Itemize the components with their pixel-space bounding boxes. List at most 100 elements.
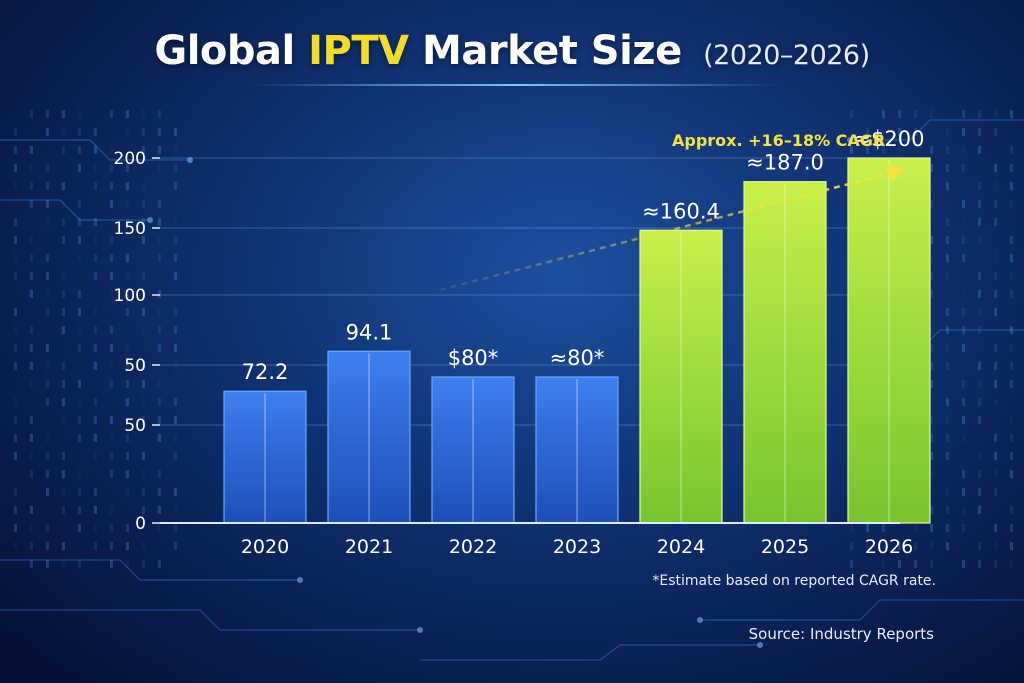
data-stream-dot	[1010, 470, 1013, 478]
data-stream-dot	[850, 542, 853, 550]
data-stream-dot	[914, 128, 917, 136]
circuit-node	[757, 642, 763, 648]
data-stream-dot	[1010, 146, 1013, 154]
data-stream-dot	[174, 416, 177, 424]
data-stream-dot	[962, 146, 965, 154]
data-stream-dot	[78, 344, 81, 352]
data-stream-dot	[174, 434, 177, 442]
data-stream-dot	[62, 308, 65, 316]
data-stream-dot	[94, 506, 97, 514]
data-stream-dot	[978, 218, 981, 226]
data-stream-dot	[14, 128, 17, 136]
data-stream-dot	[78, 218, 81, 226]
data-stream-dot	[978, 560, 981, 568]
data-stream-dot	[110, 326, 113, 334]
data-stream-dot	[14, 308, 17, 316]
data-stream-dot	[78, 164, 81, 172]
data-stream-dot	[62, 452, 65, 460]
x-tick-label: 2022	[449, 536, 497, 558]
data-stream-dot	[898, 542, 901, 550]
data-stream-dot	[930, 200, 933, 208]
data-stream-dot	[126, 362, 129, 370]
data-stream-dot	[1010, 452, 1013, 460]
data-stream-dot	[126, 164, 129, 172]
data-stream-dot	[158, 110, 161, 118]
data-stream-dot	[930, 110, 933, 118]
data-stream-dot	[30, 434, 33, 442]
data-stream-dot	[14, 236, 17, 244]
data-stream-dot	[94, 128, 97, 136]
data-stream-dot	[946, 362, 949, 370]
data-stream-dot	[914, 524, 917, 532]
data-stream-dot	[914, 110, 917, 118]
data-stream-dot	[1010, 506, 1013, 514]
data-stream-dot	[158, 254, 161, 262]
bar-2023	[535, 376, 619, 524]
data-stream-dot	[994, 128, 997, 136]
data-stream-dot	[62, 200, 65, 208]
source-note: Source: Industry Reports	[748, 625, 934, 643]
cagr-arrow-head	[885, 165, 905, 182]
data-stream-dot	[142, 182, 145, 190]
data-stream-dot	[158, 308, 161, 316]
x-tick-label: 2025	[761, 536, 809, 558]
data-stream-dot	[94, 236, 97, 244]
data-stream-dot	[142, 128, 145, 136]
data-stream-dot	[142, 362, 145, 370]
circuit-trace	[0, 199, 150, 221]
x-tick-label: 2023	[553, 536, 601, 558]
data-stream-dot	[14, 182, 17, 190]
data-stream-dot	[46, 182, 49, 190]
data-stream-dot	[994, 110, 997, 118]
circuit-trace	[0, 609, 420, 631]
data-labels: 72.2 94.1 $80* ≈80* ≈160.4 ≈187.0 ≈$200	[242, 127, 925, 384]
data-stream-dot	[978, 308, 981, 316]
data-stream-dot	[962, 416, 965, 424]
cagr-annotation: Approx. +16–18% CAGR	[439, 131, 905, 292]
data-label-2024: ≈160.4	[642, 199, 720, 223]
data-stream-dot	[30, 344, 33, 352]
data-stream-dot	[126, 218, 129, 226]
data-stream-dot	[30, 272, 33, 280]
data-stream-dot	[62, 416, 65, 424]
data-stream-dot	[14, 434, 17, 442]
data-stream-dot	[110, 362, 113, 370]
data-stream-dot	[994, 344, 997, 352]
circuit-node	[697, 617, 703, 623]
data-stream-dot	[978, 272, 981, 280]
data-stream-dot	[962, 308, 965, 316]
data-stream-dot	[110, 290, 113, 298]
data-stream-dot	[946, 254, 949, 262]
data-stream-dot	[46, 452, 49, 460]
data-stream-dot	[14, 452, 17, 460]
data-stream-dot	[930, 542, 933, 550]
data-stream-dot	[62, 542, 65, 550]
data-stream-dot	[978, 470, 981, 478]
data-stream-dot	[946, 128, 949, 136]
data-stream-dot	[110, 254, 113, 262]
circuit-trace	[700, 599, 1024, 621]
data-stream-dot	[1010, 560, 1013, 568]
data-stream-dot	[930, 326, 933, 334]
data-stream-dot	[930, 362, 933, 370]
data-stream-dot	[94, 164, 97, 172]
data-stream-dot	[962, 506, 965, 514]
data-stream-dot	[78, 506, 81, 514]
data-stream-dot	[30, 326, 33, 334]
data-stream-dot	[110, 506, 113, 514]
data-stream-dot	[158, 200, 161, 208]
data-stream-dot	[14, 542, 17, 550]
data-stream-dot	[1010, 254, 1013, 262]
data-stream-dot	[142, 416, 145, 424]
circuit-trace	[850, 119, 1024, 141]
data-stream-dot	[930, 254, 933, 262]
data-stream-dot	[62, 110, 65, 118]
data-stream-dot	[994, 272, 997, 280]
data-stream-dot	[14, 344, 17, 352]
data-stream-dot	[946, 398, 949, 406]
data-stream-dot	[46, 380, 49, 388]
data-stream-dot	[14, 146, 17, 154]
data-stream-dot	[930, 452, 933, 460]
data-stream-dot	[158, 560, 161, 568]
data-stream-dot	[46, 398, 49, 406]
